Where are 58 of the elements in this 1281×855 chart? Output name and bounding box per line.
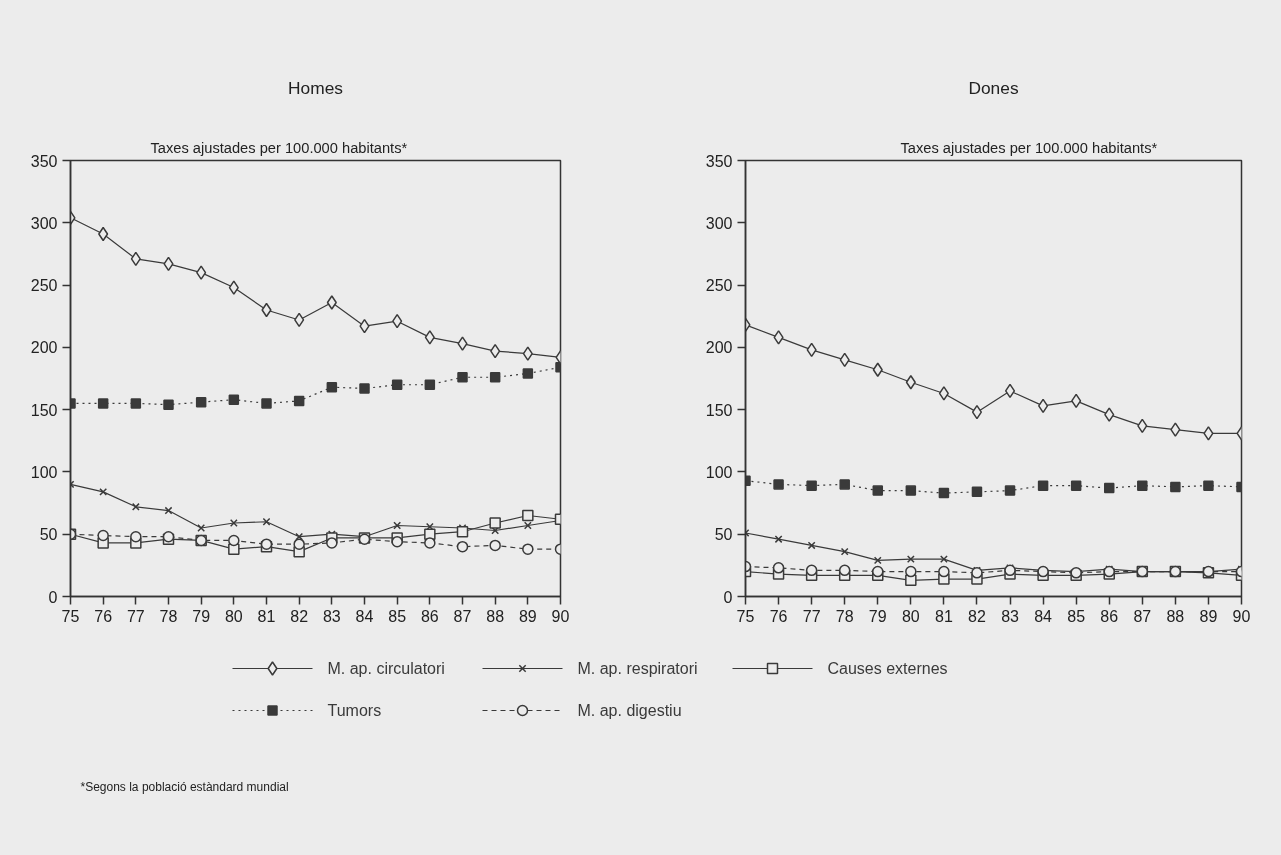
x-tick-label: 90 xyxy=(1232,607,1251,625)
x-tick-label: 85 xyxy=(1067,607,1086,625)
y-tick-label: 200 xyxy=(705,339,733,357)
y-tick-label: 150 xyxy=(30,401,58,419)
y-tick-label: 300 xyxy=(705,214,733,232)
x-tick-label: 81 xyxy=(257,607,276,625)
y-tick-label: 250 xyxy=(30,277,58,295)
x-tick-label: 87 xyxy=(453,607,472,625)
x-tick-label: 81 xyxy=(935,607,953,625)
y-tick-label: 350 xyxy=(705,152,733,170)
x-tick-label: 78 xyxy=(835,607,854,625)
chart-title: Homes xyxy=(288,77,344,98)
x-tick-label: 88 xyxy=(1166,607,1185,625)
y-tick-label: 100 xyxy=(30,463,58,481)
text: *Segons la població estàndard mundial xyxy=(80,779,289,794)
x-tick-label: 89 xyxy=(1199,607,1218,625)
x-tick-label: 83 xyxy=(1001,607,1020,625)
x-tick-label: 82 xyxy=(290,607,309,625)
legend-label: Tumors xyxy=(327,702,382,719)
x-tick-label: 76 xyxy=(94,607,113,625)
legend-label: M. ap. digestiu xyxy=(577,702,682,719)
x-tick-label: 76 xyxy=(769,607,788,625)
y-tick-label: 300 xyxy=(30,214,58,232)
x-tick-label: 80 xyxy=(224,607,243,625)
x-tick-label: 75 xyxy=(736,607,755,625)
x-tick-label: 77 xyxy=(802,607,821,625)
x-tick-label: 75 xyxy=(61,607,80,625)
x-tick-label: 79 xyxy=(868,607,887,625)
y-tick-label: 200 xyxy=(30,339,58,357)
x-tick-label: 83 xyxy=(322,607,341,625)
y-tick-label: 0 xyxy=(48,588,58,606)
y-axis-title: Taxes ajustades per 100.000 habitants* xyxy=(900,139,1158,156)
y-tick-label: 50 xyxy=(39,526,58,544)
y-axis-title: Taxes ajustades per 100.000 habitants* xyxy=(150,139,408,156)
chart-title: Dones xyxy=(968,77,1019,98)
y-tick-label: 250 xyxy=(705,277,733,295)
x-tick-label: 78 xyxy=(159,607,178,625)
x-tick-label: 87 xyxy=(1133,607,1152,625)
y-tick-label: 50 xyxy=(714,526,733,544)
x-tick-label: 80 xyxy=(901,607,920,625)
x-tick-label: 84 xyxy=(1034,607,1053,625)
x-tick-label: 88 xyxy=(486,607,505,625)
x-tick-label: 77 xyxy=(126,607,145,625)
x-tick-label: 85 xyxy=(388,607,407,625)
x-tick-label: 89 xyxy=(518,607,537,625)
y-tick-label: 350 xyxy=(30,152,58,170)
legend-label: M. ap. respiratori xyxy=(577,660,698,677)
y-tick-label: 0 xyxy=(723,588,733,606)
x-tick-label: 90 xyxy=(551,607,570,625)
x-tick-label: 86 xyxy=(1100,607,1119,625)
legend-label: M. ap. circulatori xyxy=(327,660,445,677)
x-tick-label: 79 xyxy=(192,607,211,625)
x-tick-label: 82 xyxy=(968,607,986,625)
y-tick-label: 150 xyxy=(705,401,733,419)
legend-label: Causes externes xyxy=(827,660,948,677)
x-tick-label: 86 xyxy=(420,607,439,625)
y-tick-label: 100 xyxy=(705,463,733,481)
x-tick-label: 84 xyxy=(355,607,374,625)
